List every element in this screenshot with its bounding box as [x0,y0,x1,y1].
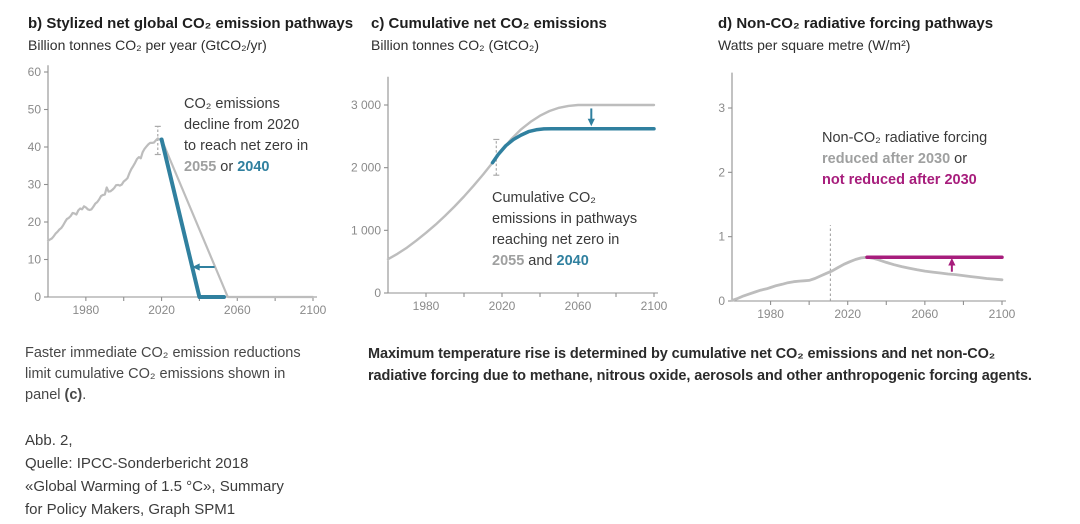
svg-text:50: 50 [28,103,42,117]
svg-text:0: 0 [718,294,725,308]
svg-text:2020: 2020 [834,307,861,321]
svg-text:0: 0 [374,286,381,300]
panel-c-title-text: c) Cumulative net CO₂ emissions [371,15,607,32]
svg-text:1: 1 [718,230,725,244]
panel-b-axis-unit-label: Billion tonnes CO₂ per year (GtCO₂/yr) [28,37,267,53]
cumulative-emissions-chart: 0 1 000 2 000 3 000 1980 2020 2060 2100 [351,76,668,313]
svg-text:1980: 1980 [73,303,100,317]
source-caption: Abb. 2, Quelle: IPCC-Sonderbericht 2018 … [25,432,284,518]
panel-c-annotation: Cumulative CO₂ emissions in pathways rea… [492,190,638,269]
svg-text:60: 60 [28,65,42,79]
svg-text:40: 40 [28,140,42,154]
svg-text:20: 20 [28,215,42,229]
svg-text:2060: 2060 [565,299,592,313]
main-caption: Maximum temperature rise is determined b… [368,346,1032,384]
svg-text:0: 0 [34,290,41,304]
svg-text:2 000: 2 000 [351,161,381,175]
panel-c-axis-unit-label: Billion tonnes CO₂ (GtCO₂) [371,37,540,53]
svg-text:1 000: 1 000 [351,223,381,237]
radiative-forcing-chart: 0 1 2 3 1980 2020 2060 2100 [718,72,1016,321]
panel-b-caption: Faster immediate CO₂ emission reductions… [25,345,301,403]
svg-text:3: 3 [718,101,725,115]
emission-pathways-chart: 0 10 20 30 40 50 60 1980 2020 2060 2100 [28,65,327,317]
svg-text:2100: 2100 [989,307,1016,321]
svg-text:2100: 2100 [641,299,668,313]
svg-text:1980: 1980 [757,307,784,321]
svg-text:2100: 2100 [300,303,327,317]
svg-text:2020: 2020 [489,299,516,313]
svg-text:2060: 2060 [224,303,251,317]
svg-text:2060: 2060 [912,307,939,321]
panel-d-title-text: d) Non-CO₂ radiative forcing pathways [718,15,994,32]
panel-b-title-text: b) Stylized net global CO₂ emission path… [28,15,354,32]
svg-text:1980: 1980 [413,299,440,313]
svg-text:2020: 2020 [148,303,175,317]
panel-b-annotation: CO₂ emissions decline from 2020 to reach… [184,96,309,175]
panel-d-title: d) Non-CO₂ radiative forcing pathways Wa… [718,13,993,55]
svg-text:3 000: 3 000 [351,98,381,112]
panel-d-annotation: Non-CO₂ radiative forcing reduced after … [822,130,988,188]
panel-d-axis-unit-label: Watts per square metre (W/m²) [718,37,911,53]
svg-text:30: 30 [28,178,42,192]
panel-c-title: c) Cumulative net CO₂ emissions Billion … [371,13,607,55]
svg-text:10: 10 [28,253,42,267]
panel-b-title: b) Stylized net global CO₂ emission path… [28,13,353,55]
svg-text:2: 2 [718,165,725,179]
